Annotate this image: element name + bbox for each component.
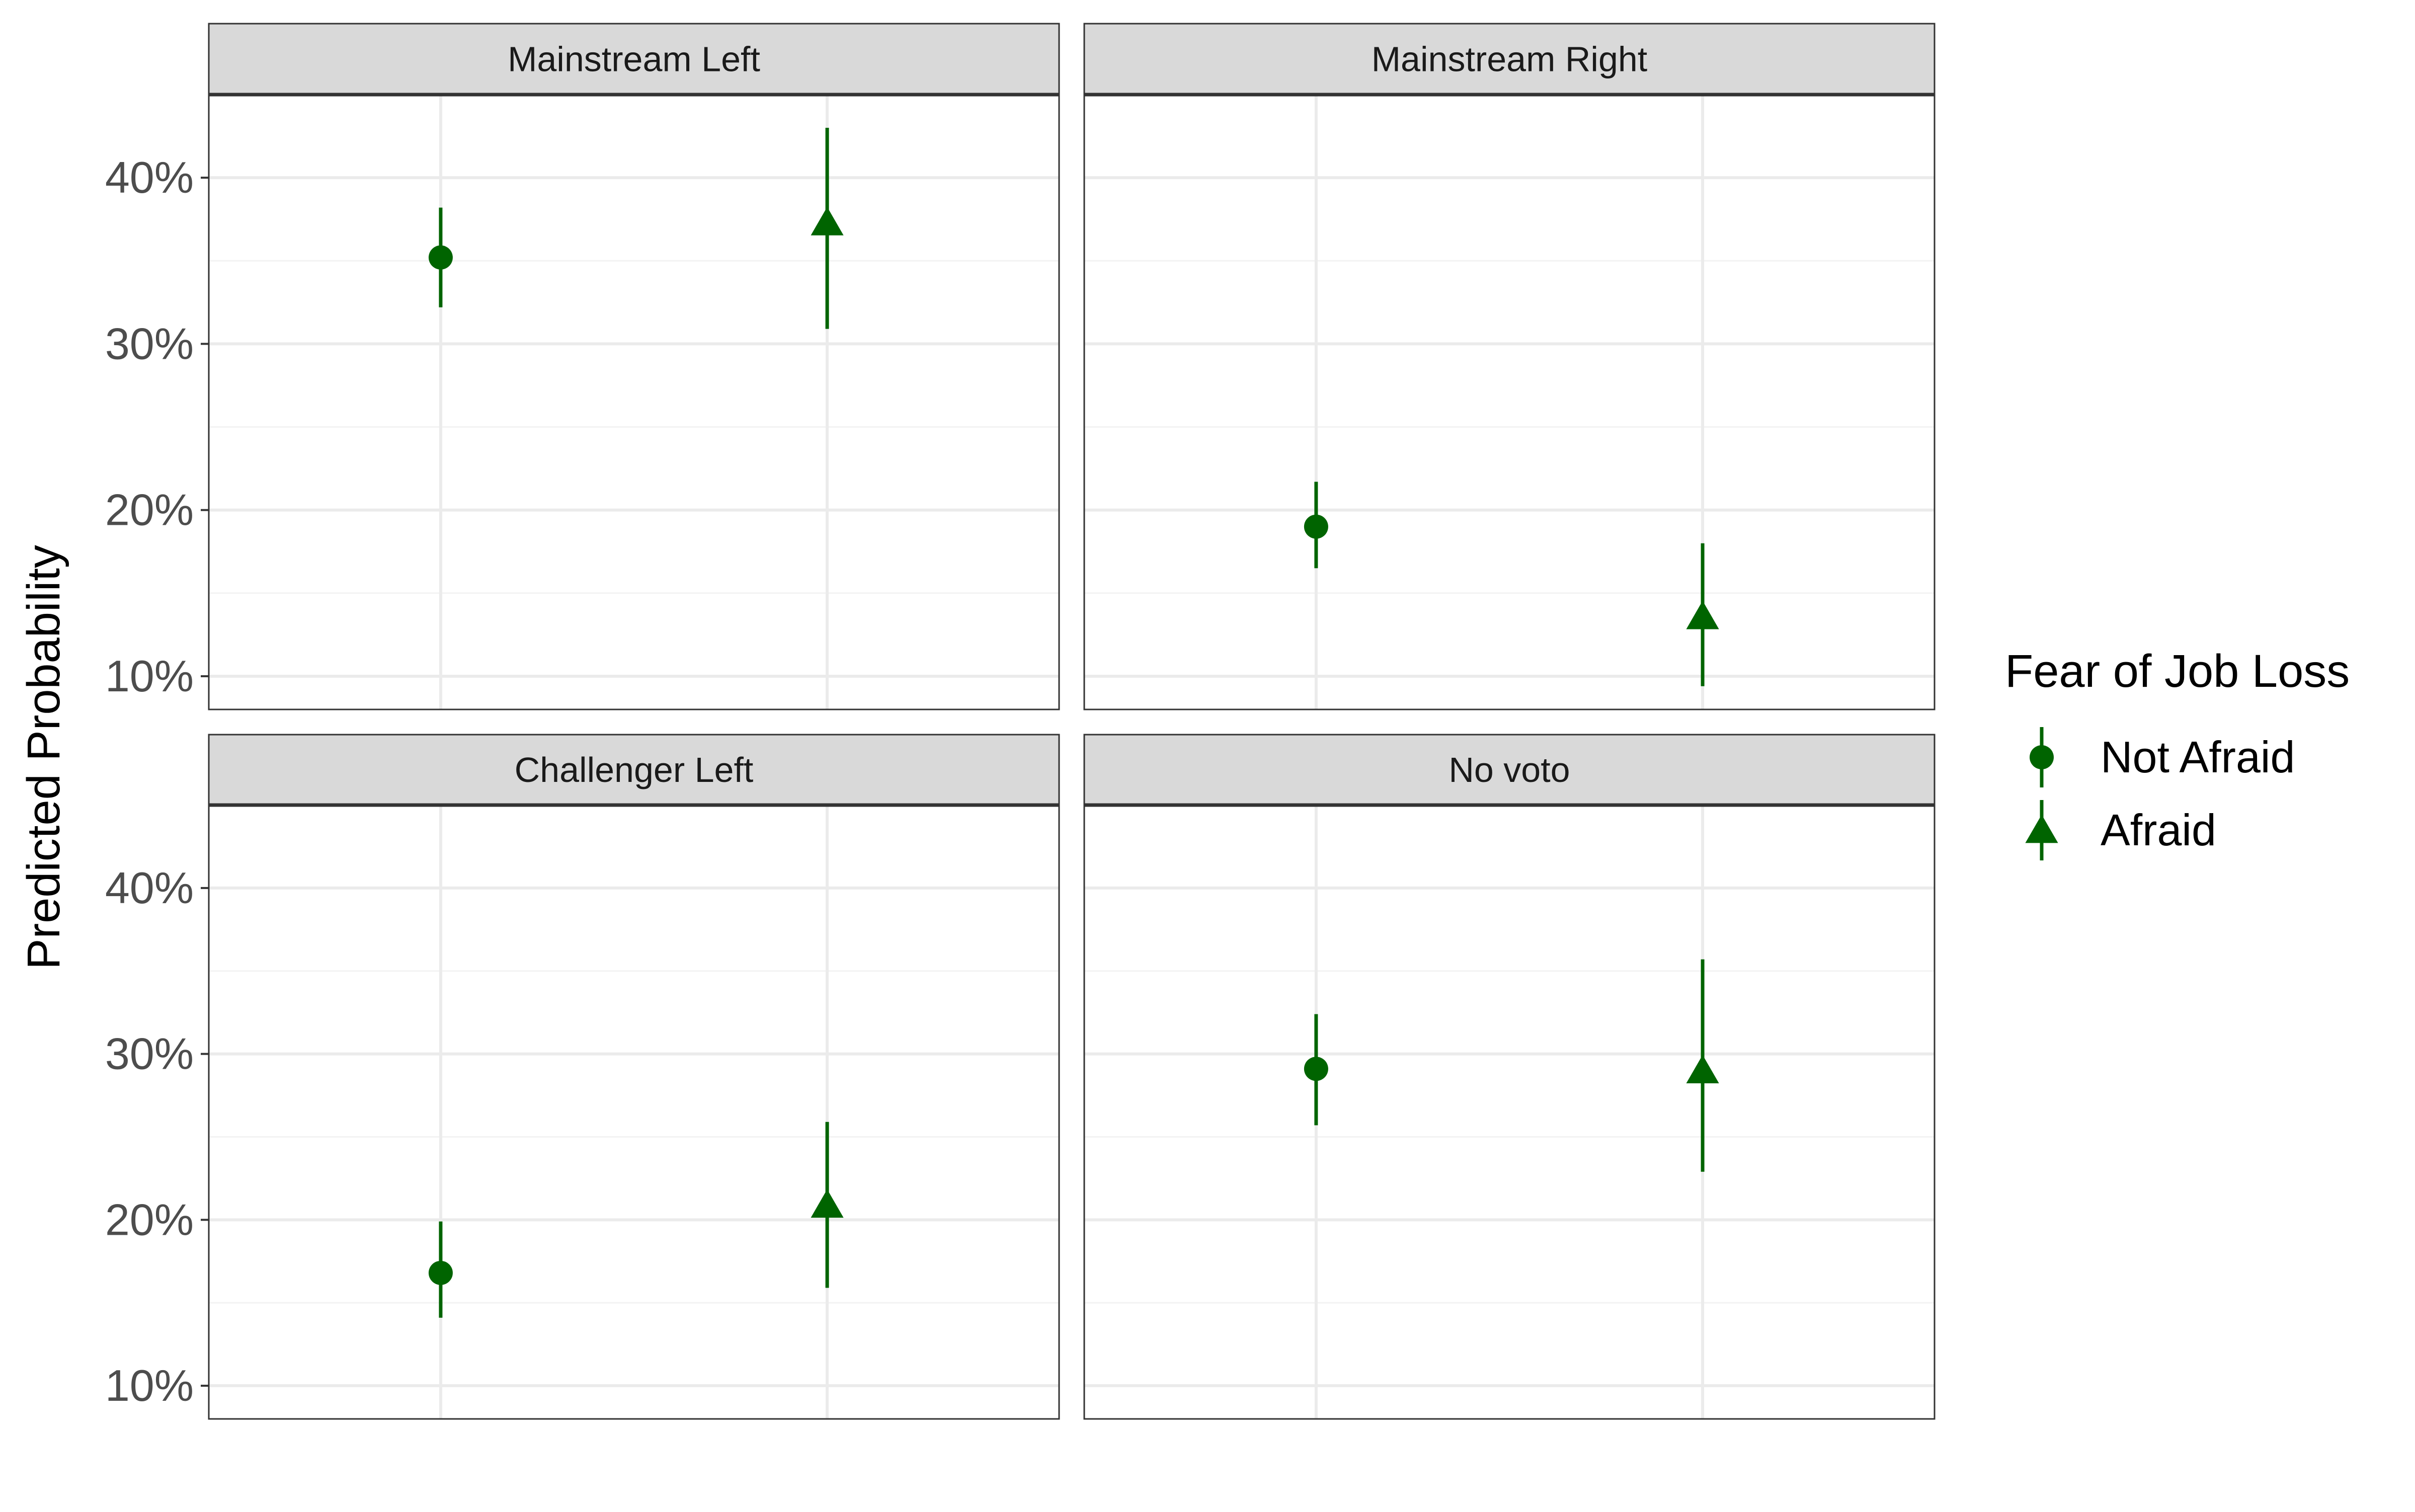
point-afraid xyxy=(811,207,844,235)
y-tick-label: 20% xyxy=(105,485,194,535)
point-not-afraid xyxy=(428,1260,453,1285)
y-tick-label: 40% xyxy=(105,863,194,913)
y-tick-label: 20% xyxy=(105,1195,194,1244)
panel-background xyxy=(1084,805,1935,1419)
legend-title: Fear of Job Loss xyxy=(2005,646,2350,697)
point-afraid xyxy=(1686,601,1719,629)
point-afraid xyxy=(811,1189,844,1218)
y-axis-title: Predicted Probability xyxy=(18,545,69,970)
panel-background xyxy=(209,95,1059,709)
panel-background xyxy=(209,805,1059,1419)
y-tick-label: 30% xyxy=(105,319,194,368)
y-tick-label: 30% xyxy=(105,1029,194,1079)
facet-strip xyxy=(208,23,1060,96)
y-tick-label: 40% xyxy=(105,152,194,202)
legend-key-circle xyxy=(2030,745,2054,769)
facet-title: No voto xyxy=(1448,750,1570,789)
y-tick-label: 10% xyxy=(105,651,194,701)
point-not-afraid xyxy=(428,245,453,270)
facet-strip xyxy=(1083,734,1936,806)
facet-strip xyxy=(208,734,1060,806)
facet-title: Mainstream Right xyxy=(1372,40,1648,79)
point-not-afraid xyxy=(1304,514,1328,539)
y-tick-label: 10% xyxy=(105,1361,194,1410)
legend-key-triangle xyxy=(2025,815,2058,843)
point-not-afraid xyxy=(1304,1057,1328,1081)
facet-title: Challenger Left xyxy=(515,750,754,789)
panel-background xyxy=(1084,95,1935,709)
legend-label: Afraid xyxy=(2101,805,2216,855)
point-afraid xyxy=(1686,1055,1719,1083)
facet-strip xyxy=(1083,23,1936,96)
legend-label: Not Afraid xyxy=(2101,732,2295,782)
facet-title: Mainstream Left xyxy=(508,40,760,79)
